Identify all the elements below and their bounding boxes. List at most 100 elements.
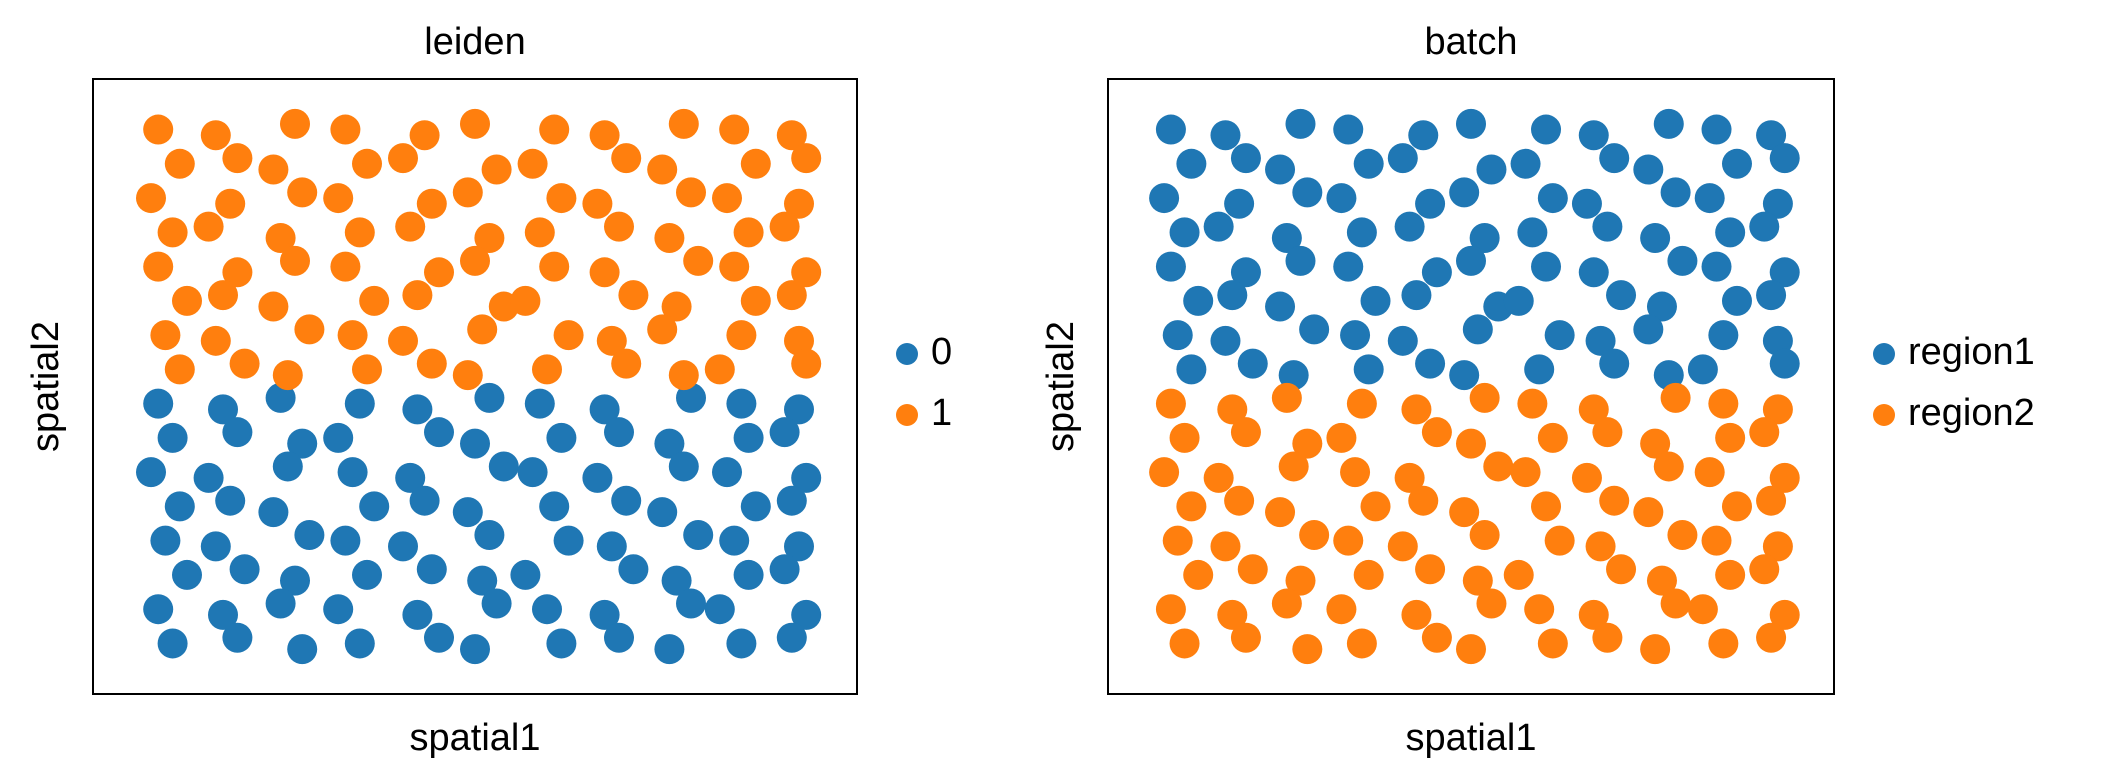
plot-frame bbox=[92, 78, 858, 695]
point bbox=[1333, 251, 1364, 282]
point bbox=[1762, 188, 1793, 219]
chart-title: leiden bbox=[424, 21, 525, 63]
point bbox=[222, 143, 253, 174]
point bbox=[481, 154, 512, 185]
point bbox=[1271, 588, 1302, 619]
legend-label: region1 bbox=[1908, 331, 2035, 373]
point bbox=[388, 143, 418, 174]
point bbox=[1333, 525, 1364, 556]
point bbox=[164, 148, 195, 179]
point bbox=[1503, 285, 1534, 316]
point bbox=[676, 588, 706, 619]
point bbox=[1169, 422, 1200, 453]
point bbox=[258, 497, 289, 528]
point bbox=[517, 148, 548, 179]
point bbox=[359, 491, 390, 522]
point bbox=[1653, 108, 1684, 139]
point bbox=[784, 188, 814, 219]
point bbox=[164, 354, 195, 385]
point bbox=[719, 251, 750, 282]
point bbox=[287, 428, 318, 459]
point bbox=[1353, 354, 1384, 385]
point bbox=[344, 388, 375, 419]
point bbox=[1762, 325, 1793, 356]
point bbox=[1230, 257, 1261, 288]
point bbox=[193, 462, 224, 493]
point bbox=[532, 594, 562, 625]
legend-marker bbox=[896, 343, 918, 365]
point bbox=[330, 525, 361, 556]
point bbox=[1292, 428, 1323, 459]
point bbox=[1394, 211, 1425, 242]
legend-label: 1 bbox=[931, 392, 952, 434]
point bbox=[330, 251, 361, 282]
point bbox=[1756, 120, 1787, 151]
point bbox=[1149, 183, 1180, 214]
point bbox=[676, 382, 706, 413]
point bbox=[589, 394, 620, 425]
point bbox=[1449, 177, 1480, 208]
point bbox=[1346, 628, 1377, 659]
point bbox=[1449, 497, 1480, 528]
point bbox=[1721, 285, 1752, 316]
point bbox=[1387, 531, 1418, 562]
point bbox=[1292, 177, 1323, 208]
point bbox=[604, 622, 634, 653]
point bbox=[1483, 451, 1514, 482]
point bbox=[200, 325, 231, 356]
point bbox=[1469, 382, 1500, 413]
point bbox=[330, 114, 361, 145]
point bbox=[1449, 360, 1480, 391]
point bbox=[1278, 451, 1309, 482]
point bbox=[1210, 120, 1241, 151]
point bbox=[1224, 485, 1255, 516]
point bbox=[1210, 325, 1241, 356]
point bbox=[1503, 559, 1534, 590]
point bbox=[1756, 280, 1787, 311]
point bbox=[1394, 462, 1425, 493]
point bbox=[460, 108, 490, 139]
point bbox=[1230, 622, 1261, 653]
point bbox=[719, 114, 750, 145]
point bbox=[510, 559, 541, 590]
point bbox=[1708, 628, 1739, 659]
point bbox=[1401, 394, 1432, 425]
point bbox=[1544, 320, 1575, 351]
point bbox=[1756, 622, 1787, 653]
point bbox=[157, 422, 188, 453]
point bbox=[460, 634, 490, 665]
point bbox=[424, 257, 454, 288]
point bbox=[1169, 628, 1200, 659]
point bbox=[1169, 217, 1200, 248]
point bbox=[1456, 634, 1486, 665]
legend-marker bbox=[1873, 343, 1895, 365]
point bbox=[402, 394, 433, 425]
point bbox=[395, 211, 426, 242]
point bbox=[215, 188, 246, 219]
point bbox=[647, 154, 678, 185]
point bbox=[1456, 245, 1486, 276]
point bbox=[1599, 348, 1630, 379]
point bbox=[517, 457, 548, 488]
point bbox=[409, 485, 440, 516]
point bbox=[287, 177, 318, 208]
point bbox=[1421, 257, 1452, 288]
point bbox=[1749, 554, 1780, 585]
point bbox=[157, 628, 188, 659]
point bbox=[1210, 531, 1241, 562]
point bbox=[1326, 422, 1357, 453]
point bbox=[1585, 531, 1616, 562]
point bbox=[1299, 314, 1330, 345]
point bbox=[1183, 559, 1214, 590]
point bbox=[532, 354, 562, 385]
point bbox=[136, 457, 166, 488]
point bbox=[1360, 491, 1391, 522]
point bbox=[1715, 217, 1746, 248]
point bbox=[1408, 485, 1439, 516]
point bbox=[582, 188, 613, 219]
point bbox=[1640, 428, 1671, 459]
point bbox=[352, 354, 382, 385]
point bbox=[1660, 588, 1691, 619]
point bbox=[1667, 519, 1698, 550]
point bbox=[1571, 188, 1602, 219]
